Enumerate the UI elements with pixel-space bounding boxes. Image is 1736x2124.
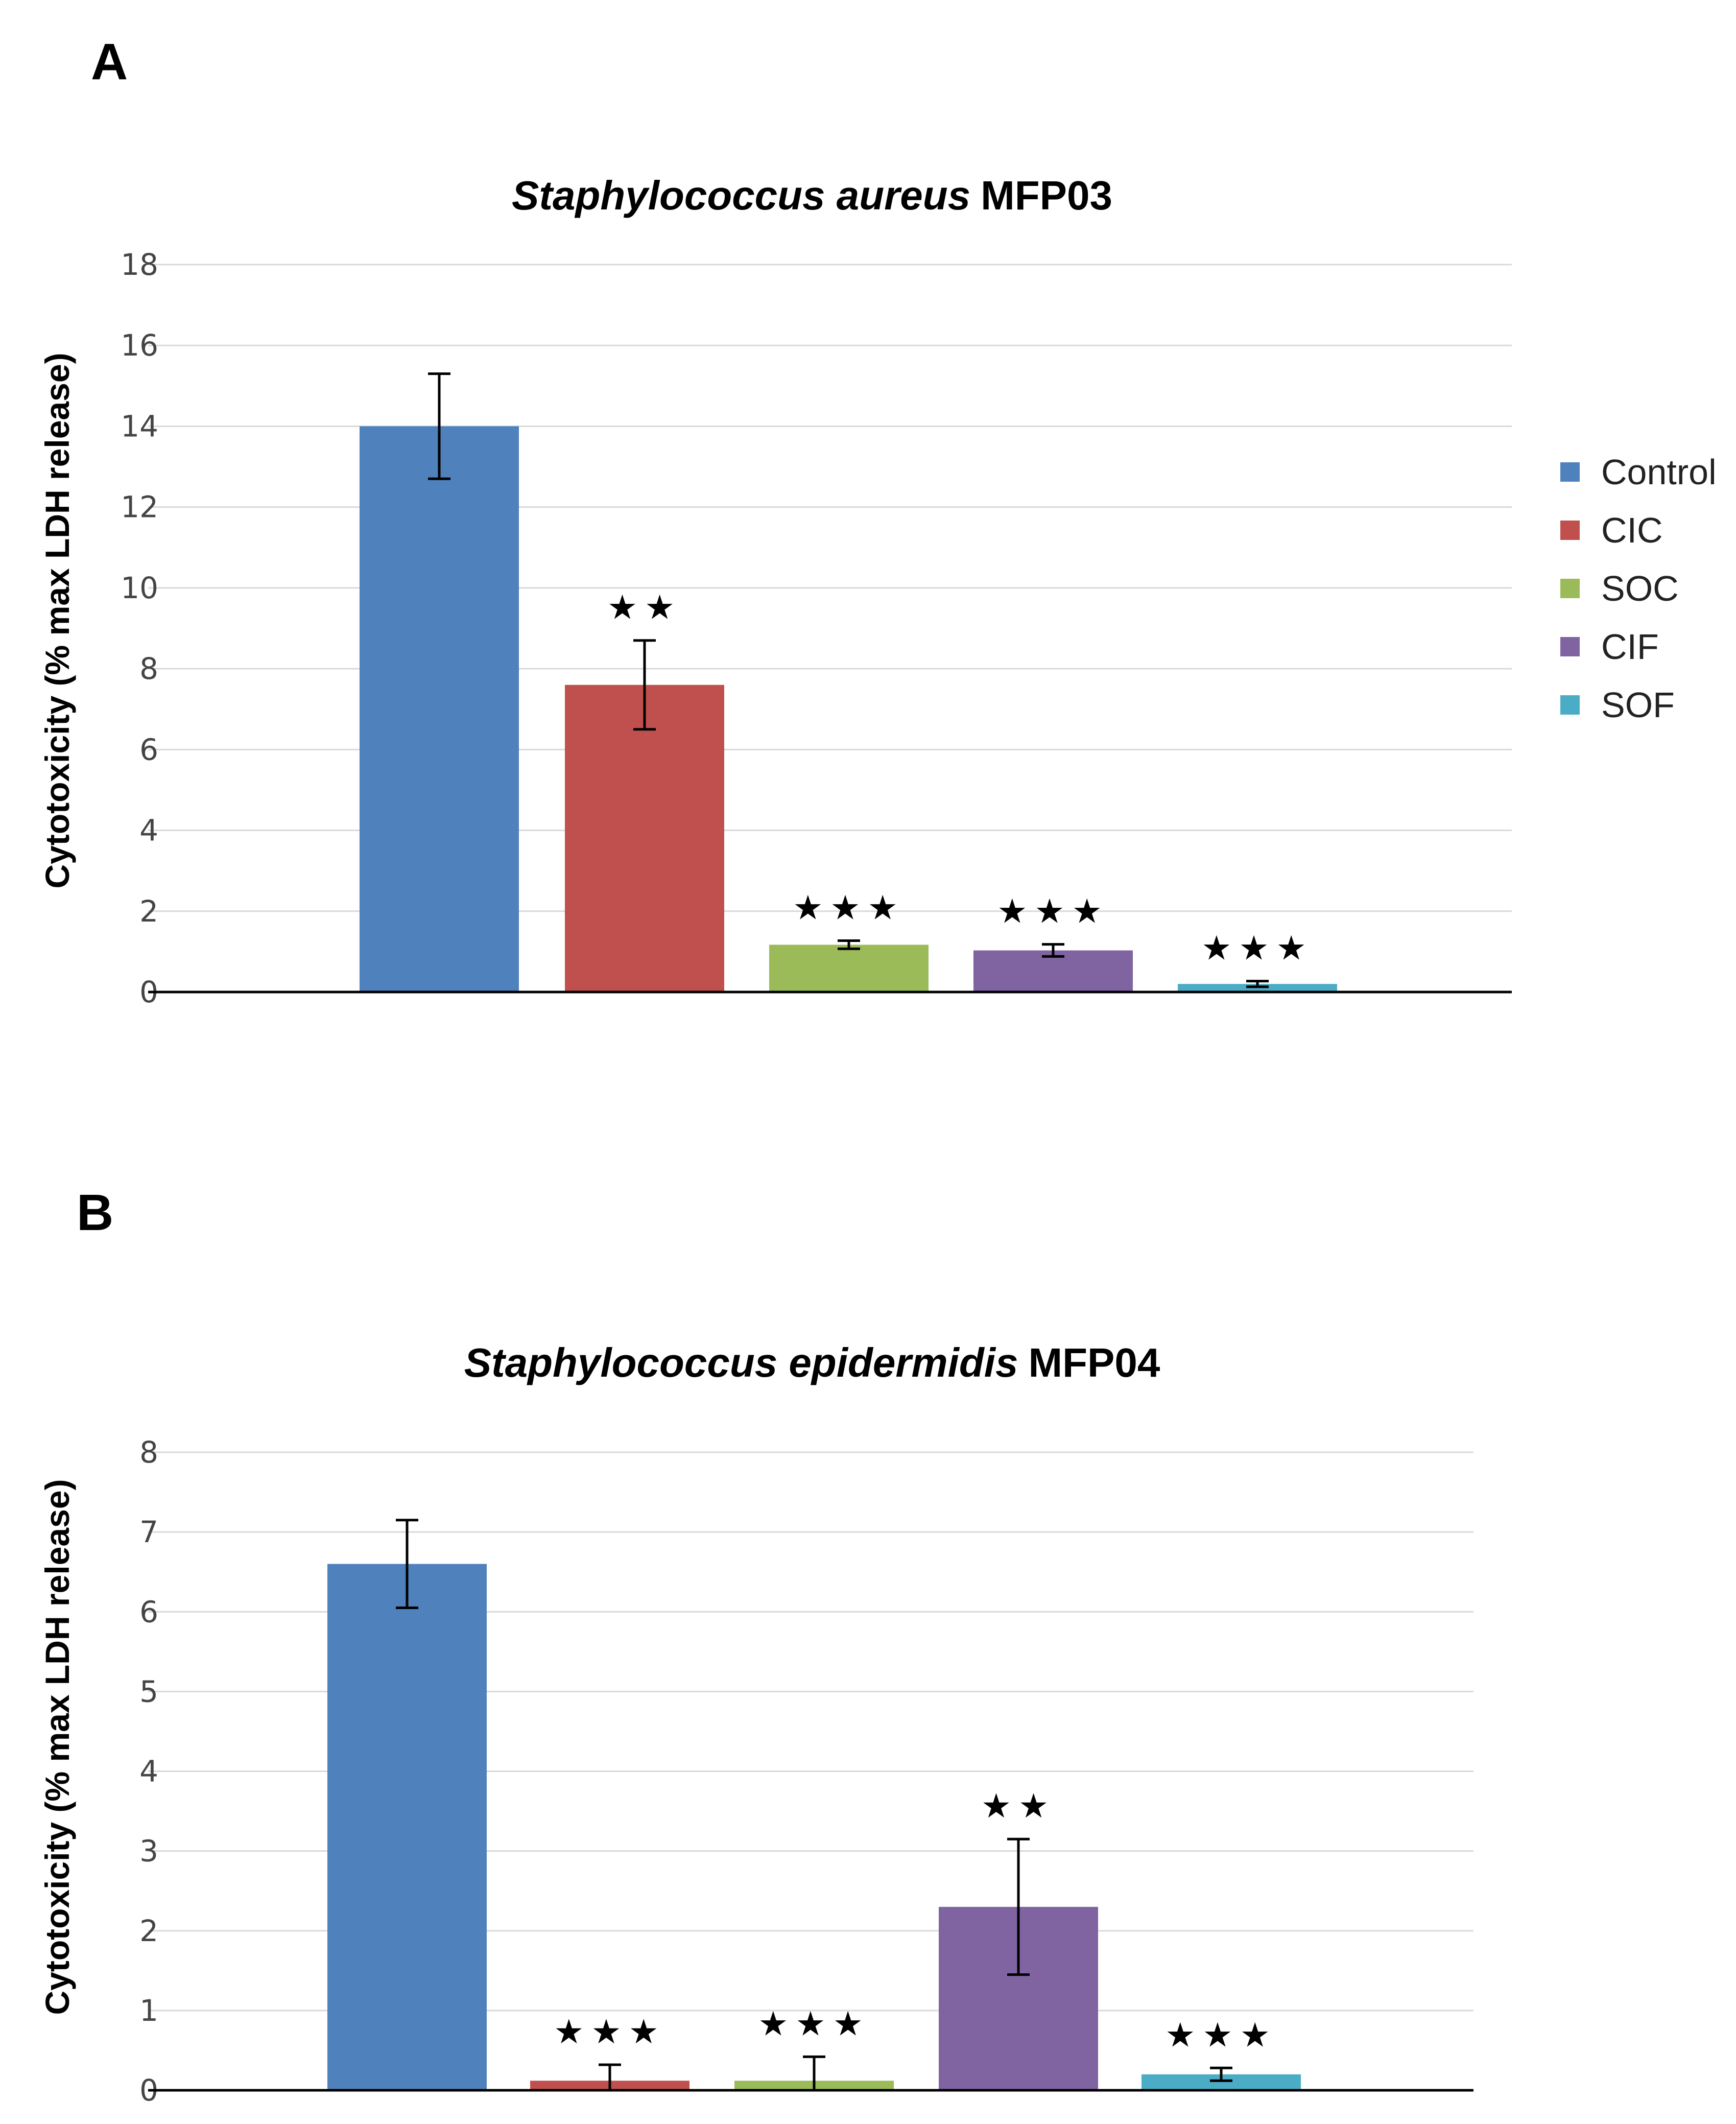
- panel-a-error-bar-cic: [633, 639, 656, 731]
- panel-b-ytick-label: 4: [139, 1754, 158, 1789]
- panel-a-title-strain: MFP03: [981, 173, 1112, 218]
- legend-swatch-cic: [1560, 521, 1580, 540]
- legend-label-soc: SOC: [1601, 569, 1679, 608]
- panel-b-bar-control: [327, 1564, 487, 2090]
- legend-label-cic: CIC: [1601, 510, 1663, 550]
- panel-b-error-bar-control: [396, 1519, 418, 1609]
- legend: Control CIC SOC CIF SOF: [1560, 452, 1717, 725]
- panel-b-ytick-label: 1: [139, 1993, 158, 2028]
- legend-label-sof: SOF: [1601, 685, 1675, 725]
- panel-a-letter: A: [91, 33, 128, 90]
- panel-a-bar-control: [360, 426, 519, 992]
- legend-swatch-soc: [1560, 579, 1580, 598]
- panel-a-error-bar-soc: [838, 939, 860, 950]
- panel-b-significance-sof: ★★★: [1165, 2015, 1277, 2055]
- panel-a-significance-cif: ★★★: [997, 892, 1109, 931]
- panel-b-error-bar-cic: [599, 2063, 621, 2092]
- legend-label-cif: CIF: [1601, 627, 1659, 667]
- panel-b-title-species: Staphylococcus epidermidis: [464, 1340, 1018, 1385]
- panel-b-error-bar-sof: [1210, 2066, 1232, 2082]
- panel-a-bar-soc: [769, 945, 929, 992]
- panel-a-ytick-label: 4: [139, 813, 158, 848]
- panel-a-ytick-label: 8: [139, 651, 158, 686]
- panel-a-ytick-label: 2: [139, 894, 158, 929]
- panel-b-title-strain: MFP04: [1028, 1340, 1160, 1385]
- panel-a-title-species: Staphylococcus aureus: [512, 173, 970, 218]
- legend-label-control: Control: [1601, 452, 1717, 492]
- panel-a-ytick-label: 10: [121, 571, 158, 605]
- legend-swatch-control: [1560, 462, 1580, 482]
- panel-a-ylabel: Cytotoxicity (% max LDH release): [38, 352, 76, 888]
- panel-b-significance-cif: ★★: [981, 1786, 1056, 1826]
- panel-a-ytick-label: 18: [121, 247, 158, 282]
- panel-b-letter: B: [77, 1184, 113, 1241]
- panel-b-ytick-label: 6: [139, 1594, 158, 1629]
- panel-a-error-bar-cif: [1042, 943, 1064, 958]
- panel-b-title: Staphylococcus epidermidis MFP04: [464, 1340, 1160, 1385]
- panel-a-significance-cic: ★★: [607, 588, 682, 627]
- panel-a-ytick-label: 14: [121, 409, 158, 443]
- panel-b-significance-soc: ★★★: [758, 2004, 870, 2043]
- panel-a-ytick-label: 16: [121, 328, 158, 363]
- panel-a-error-bar-sof: [1246, 980, 1269, 988]
- legend-swatch-cif: [1560, 637, 1580, 656]
- panel-a-title: Staphylococcus aureus MFP03: [512, 173, 1112, 218]
- panel-b-ylabel: Cytotoxicity (% max LDH release): [38, 1479, 76, 2015]
- panel-a-error-bar-control: [428, 372, 450, 480]
- panel-a-ytick-label: 6: [139, 732, 158, 767]
- panel-b-ytick-label: 3: [139, 1834, 158, 1869]
- panel-b-ytick-label: 5: [139, 1674, 158, 1709]
- panel-a-bar-cic: [565, 685, 724, 992]
- panel-a-significance-soc: ★★★: [793, 888, 905, 928]
- legend-swatch-sof: [1560, 695, 1580, 715]
- panel-b-ytick-label: 2: [139, 1914, 158, 1948]
- panel-b-significance-cic: ★★★: [554, 2012, 666, 2051]
- panel-b-error-bar-cif: [1007, 1837, 1030, 1976]
- panel-b-ytick-label: 8: [139, 1435, 158, 1470]
- panel-a-ytick-label: 12: [121, 490, 158, 525]
- panel-a-significance-sof: ★★★: [1201, 929, 1314, 968]
- panel-b-ytick-label: 7: [139, 1515, 158, 1549]
- panel-b-error-bar-soc: [803, 2055, 825, 2092]
